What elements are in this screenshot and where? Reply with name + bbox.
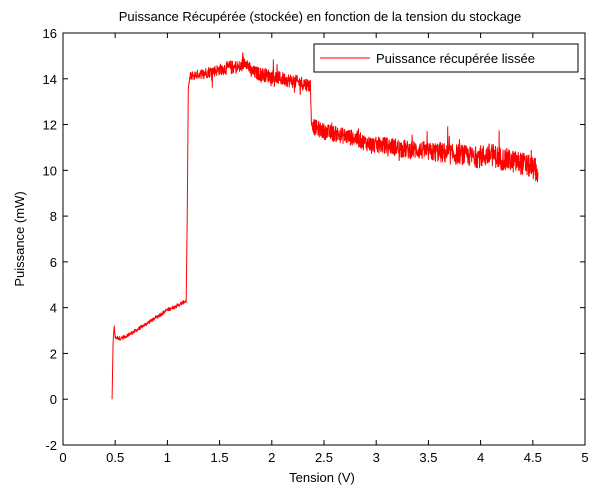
y-tick-label: 14 — [43, 72, 57, 87]
y-tick-label: -2 — [45, 438, 57, 453]
x-tick-label: 3 — [373, 450, 380, 465]
y-tick-label: 10 — [43, 163, 57, 178]
y-tick-label: 8 — [50, 209, 57, 224]
plot-area — [62, 32, 586, 446]
x-tick-label: 3.5 — [419, 450, 437, 465]
legend-label: Puissance récupérée lissée — [376, 51, 535, 66]
x-tick-label: 4.5 — [524, 450, 542, 465]
x-tick-label: 2 — [268, 450, 275, 465]
y-tick-label: 0 — [50, 392, 57, 407]
x-tick-label: 2.5 — [315, 450, 333, 465]
chart-title: Puissance Récupérée (stockée) en fonctio… — [119, 9, 522, 24]
x-tick-label: 1 — [164, 450, 171, 465]
x-tick-label: 4 — [477, 450, 484, 465]
y-axis-label: Puissance (mW) — [12, 191, 27, 286]
y-tick-label: 6 — [50, 255, 57, 270]
legend: Puissance récupérée lissée — [313, 43, 579, 73]
y-tick-label: 16 — [43, 26, 57, 41]
y-tick-label: 12 — [43, 118, 57, 133]
y-tick-label: 4 — [50, 301, 57, 316]
series-line — [111, 52, 539, 400]
y-tick-label: 2 — [50, 346, 57, 361]
series-layer — [111, 52, 539, 400]
x-tick-label: 0.5 — [106, 450, 124, 465]
x-tick-label: 1.5 — [211, 450, 229, 465]
x-axis-label: Tension (V) — [289, 470, 355, 485]
x-tick-label: 0 — [59, 450, 66, 465]
x-tick-label: 5 — [581, 450, 588, 465]
